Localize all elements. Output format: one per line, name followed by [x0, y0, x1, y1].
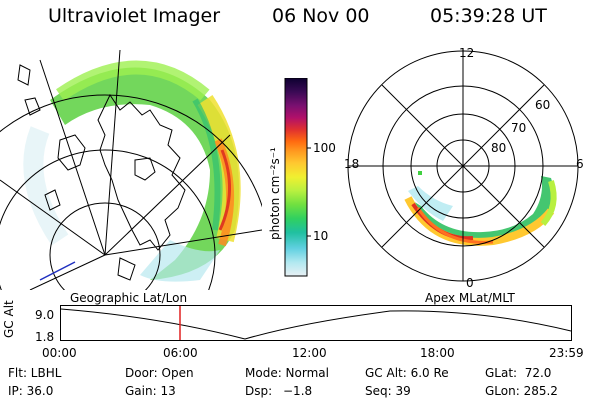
gc-alt-info: GC Alt: 6.0 Re	[365, 366, 449, 380]
gain-info: Gain: 13	[125, 384, 176, 398]
timeline-xtick-0000: 00:00	[42, 346, 77, 360]
timeline-ylabel: GC Alt	[2, 300, 16, 338]
left-panel-caption: Geographic Lat/Lon	[70, 291, 188, 305]
timeline-xtick-2359: 23:59	[549, 346, 584, 360]
colorbar	[284, 78, 311, 277]
door-info: Door: Open	[125, 366, 194, 380]
filter-info: Flt: LBHL	[8, 366, 62, 380]
polar-plot	[347, 50, 579, 282]
glat-info: GLat: 72.0	[485, 366, 552, 380]
colorbar-tick-10: 10	[313, 229, 329, 243]
timeline-xtick-1200: 12:00	[292, 346, 327, 360]
mlt-label-12: 12	[459, 46, 475, 60]
timeline-xtick-1800: 18:00	[420, 346, 455, 360]
timeline-xtick-0600: 06:00	[163, 346, 198, 360]
ip-info: IP: 36.0	[8, 384, 54, 398]
mlt-label-6: 6	[576, 157, 584, 171]
lat-label-60: 60	[535, 98, 551, 112]
altitude-timeline	[60, 305, 572, 341]
glon-info: GLon: 285.2	[485, 384, 558, 398]
dsp-info: Dsp:	[245, 384, 273, 398]
date-label: 06 Nov 00	[272, 5, 370, 27]
instrument-title: Ultraviolet Imager	[48, 5, 221, 27]
seq-info: Seq: 39	[365, 384, 411, 398]
timeline-ytick-high: 9.0	[35, 308, 55, 322]
right-panel-caption: Apex MLat/MLT	[425, 291, 515, 305]
geographic-image	[0, 49, 262, 290]
mlt-label-18: 18	[344, 157, 360, 171]
mode-info: Mode: Normal	[245, 366, 329, 380]
mlt-label-0: 0	[466, 276, 474, 290]
time-label: 05:39:28 UT	[430, 5, 547, 27]
lat-label-70: 70	[511, 121, 527, 135]
colorbar-tick-100: 100	[313, 141, 336, 155]
lat-label-80: 80	[491, 141, 507, 155]
colorbar-unit-label: photon cm⁻²s⁻¹	[268, 147, 282, 240]
timeline-ytick-low: 1.8	[35, 330, 55, 344]
dsp-value: −1.8	[283, 384, 313, 398]
